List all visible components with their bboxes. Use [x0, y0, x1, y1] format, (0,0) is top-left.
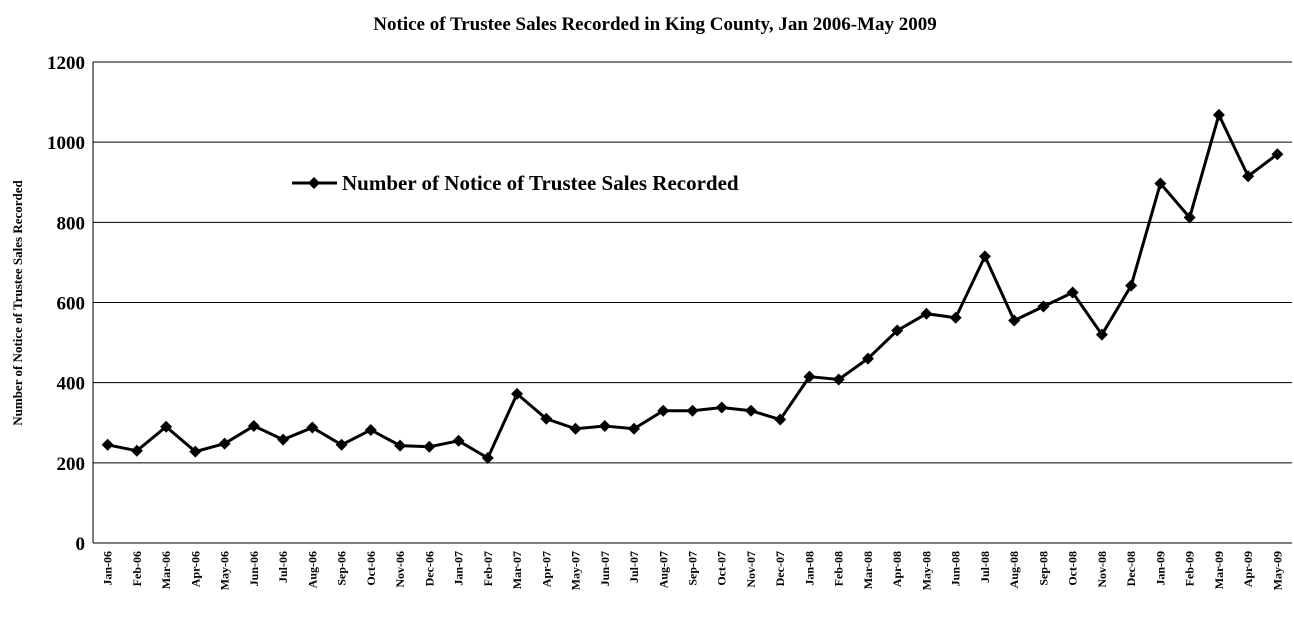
data-point: [891, 324, 904, 337]
x-tick-label: Mar-08: [861, 551, 875, 589]
y-axis-label: Number of Notice of Trustee Sales Record…: [10, 179, 25, 425]
data-point: [1183, 211, 1196, 224]
x-tick-label: Dec-08: [1124, 551, 1138, 586]
data-point: [481, 452, 494, 465]
x-tick-label: Apr-08: [890, 551, 904, 587]
x-tick-label: Oct-07: [715, 551, 729, 586]
x-tick-label: Jun-07: [598, 551, 612, 586]
x-tick-label: Jul-06: [276, 551, 290, 583]
x-tick-label: Dec-06: [422, 551, 436, 586]
x-tick-label: Mar-06: [159, 551, 173, 589]
data-point: [949, 311, 962, 324]
data-point: [1212, 108, 1225, 121]
data-point: [540, 412, 553, 425]
data-point: [335, 438, 348, 451]
data-point: [423, 440, 436, 453]
x-tick-label: Apr-07: [539, 551, 553, 587]
x-tick-label: Feb-06: [130, 551, 144, 586]
x-tick-label: Jun-08: [949, 551, 963, 586]
x-tick-label: Sep-07: [686, 551, 700, 586]
data-point: [277, 433, 290, 446]
legend-marker: [308, 177, 320, 189]
data-point: [130, 444, 143, 457]
data-point: [511, 387, 524, 400]
x-tick-label: Jul-07: [627, 551, 641, 583]
data-point: [628, 422, 641, 435]
x-tick-label: Apr-06: [188, 551, 202, 587]
chart-title: Notice of Trustee Sales Recorded in King…: [373, 14, 936, 35]
data-point: [189, 445, 202, 458]
data-point: [861, 352, 874, 365]
x-tick-label: Sep-08: [1036, 551, 1050, 586]
data-point: [1271, 148, 1284, 161]
x-tick-label: Nov-08: [1095, 551, 1109, 588]
data-point: [803, 370, 816, 383]
y-tick-label: 800: [57, 213, 86, 234]
x-tick-label: Jan-08: [802, 551, 816, 586]
data-point: [657, 404, 670, 417]
x-tick-label: Aug-07: [656, 551, 670, 588]
x-tick-label: Aug-08: [1007, 551, 1021, 588]
data-point: [715, 401, 728, 414]
data-point: [1242, 170, 1255, 183]
x-tick-label: Nov-07: [744, 551, 758, 588]
x-tick-label: Aug-06: [305, 551, 319, 588]
data-point: [744, 404, 757, 417]
y-tick-label: 400: [57, 374, 86, 395]
y-tick-label: 0: [76, 534, 86, 555]
data-point: [1125, 279, 1138, 292]
data-point: [569, 422, 582, 435]
x-tick-label: Jun-06: [247, 551, 261, 586]
data-point: [247, 419, 260, 432]
data-point: [1066, 286, 1079, 299]
y-tick-label: 600: [57, 294, 86, 315]
y-tick-label: 200: [57, 454, 86, 475]
data-point: [598, 419, 611, 432]
x-tick-label: Oct-08: [1066, 551, 1080, 586]
x-tick-label: Jan-06: [101, 551, 115, 586]
x-tick-label: May-06: [218, 551, 232, 590]
data-point: [394, 439, 407, 452]
y-tick-label: 1200: [47, 53, 85, 74]
data-point: [832, 373, 845, 386]
data-point: [306, 421, 319, 434]
data-point: [1037, 300, 1050, 313]
x-tick-label: Jan-07: [452, 551, 466, 586]
data-point: [160, 420, 173, 433]
x-tick-label: Jan-09: [1153, 551, 1167, 586]
x-tick-label: Dec-07: [773, 551, 787, 586]
x-tick-label: May-07: [569, 551, 583, 590]
data-point: [218, 437, 231, 450]
x-tick-label: May-08: [919, 551, 933, 590]
data-point: [1154, 177, 1167, 190]
data-point: [686, 404, 699, 417]
data-point: [364, 423, 377, 436]
x-tick-label: Oct-06: [364, 551, 378, 586]
data-point: [774, 413, 787, 426]
x-tick-label: Sep-06: [335, 551, 349, 586]
x-tick-label: Feb-07: [481, 551, 495, 586]
y-tick-label: 1000: [47, 133, 85, 154]
data-point: [920, 307, 933, 320]
x-tick-label: Feb-09: [1183, 551, 1197, 586]
data-point: [452, 434, 465, 447]
x-tick-label: Apr-09: [1241, 551, 1255, 587]
data-point: [101, 438, 114, 451]
data-point: [1008, 314, 1021, 327]
x-tick-label: Feb-08: [832, 551, 846, 586]
x-tick-label: Mar-07: [510, 551, 524, 589]
x-tick-label: Nov-06: [393, 551, 407, 588]
x-tick-label: Jul-08: [978, 551, 992, 583]
data-point: [978, 250, 991, 263]
data-point: [1095, 328, 1108, 341]
x-tick-label: May-09: [1270, 551, 1284, 590]
legend-label: Number of Notice of Trustee Sales Record…: [342, 171, 739, 195]
x-tick-label: Mar-09: [1212, 551, 1226, 589]
